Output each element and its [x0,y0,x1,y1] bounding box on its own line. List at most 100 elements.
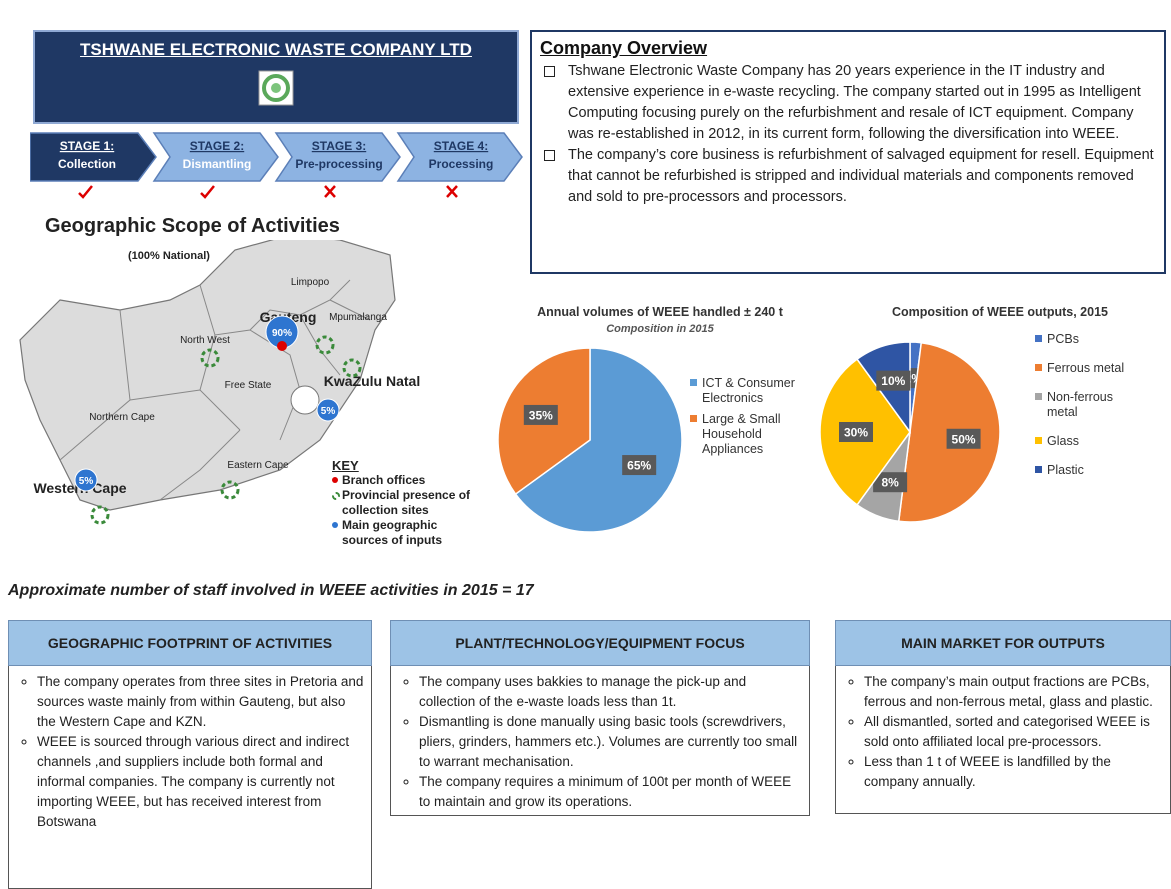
cross-mark [446,185,458,198]
slice-label-box [873,472,908,493]
region-label: North West [180,335,230,346]
country-outline [19,240,396,511]
stage-name: Dismantling [183,157,252,171]
stage-arrow [396,132,523,182]
stage-arrow [274,132,401,182]
panel-body: The company uses bakkies to manage the p… [390,666,810,816]
panel-bullet: The company operates from three sites in… [37,672,367,732]
stage-label: STAGE 4: [434,139,488,153]
panel-title: PLANT/TECHNOLOGY/EQUIPMENT FOCUS [390,620,810,666]
check-mark [78,185,93,199]
stage-name: Processing [429,157,494,171]
panel-bullet: The company’s main output fractions are … [864,672,1166,712]
overview-list: Tshwane Electronic Waste Company has 20 … [540,61,1156,208]
panel-title: MAIN MARKET FOR OUTPUTS [835,620,1171,666]
slice-label-box [523,404,558,425]
legend-item: Large & Small Household Appliances [690,412,810,457]
stage-name: Pre-processing [295,157,382,171]
stage-arrow [30,132,157,182]
legend-swatch [690,415,697,422]
source-marker-label: 5% [79,476,94,487]
province-borders [59,279,371,501]
panel-bullet: All dismantled, sorted and categorised W… [864,712,1166,752]
branch-office [277,341,287,351]
map-subtitle: (100% National) [128,250,210,262]
panel-list: The company uses bakkies to manage the p… [391,672,805,812]
legend-text: Non-ferrous metal [1047,390,1113,419]
pie-subtitle: Composition in 2015 [606,323,714,335]
collection-site [200,348,220,368]
overview-title: Company Overview [540,38,708,58]
key-item: Provincial presence of collection sites [332,488,482,518]
panel-bullet: Less than 1 t of WEEE is landfilled by t… [864,752,1166,792]
key-item: Main geographic sources of inputs [332,518,482,548]
legend-item: Glass [1035,434,1135,449]
pie-title: Annual volumes of WEEE handled ± 240 t [537,305,783,319]
map-key: KEY Branch offices Provincial presence of … [332,458,482,548]
slice-label-box [839,422,873,442]
staff-line: Approximate number of staff involved in … [8,582,534,599]
check-mark [200,185,215,199]
region-label: Free State [225,380,272,391]
panel-title: GEOGRAPHIC FOOTPRINT OF ACTIVITIES [8,620,372,666]
region-label: KwaZulu Natal [324,373,420,389]
legend-item: Plastic [1035,463,1135,478]
lesotho [290,385,320,415]
region-label: Eastern Cape [227,460,289,471]
pie-legend: PCBs Ferrous metal Non-ferrous metal Glass P… [1035,332,1135,492]
source-marker [74,468,98,492]
region-label: Northern Cape [89,412,155,423]
legend-text: Glass [1047,434,1079,448]
legend-swatch [1035,335,1042,342]
cross-mark [324,185,336,198]
panel-body: The company operates from three sites in… [8,666,372,889]
stage-label: STAGE 1: [60,139,114,153]
panel-bullet: The company requires a minimum of 100t p… [419,772,805,812]
stage-arrow [152,132,279,182]
panel-bullet: Dismantling is done manually using basic… [419,712,805,772]
panel-bullet: WEEE is sourced through various direct a… [37,732,367,832]
legend-item: Ferrous metal [1035,361,1135,376]
region-label: Limpopo [291,277,330,288]
legend-item: Non-ferrous metal [1035,390,1135,420]
legend-text: ICT & Consumer Electronics [702,376,795,405]
source-marker-label: 90% [272,328,292,339]
region-label: Mpumalanga [329,312,387,323]
overview-bullet: The company’s core business is refurbish… [544,145,1156,208]
logo [258,70,294,106]
source-marker [316,398,340,422]
slice-label-box [946,428,981,449]
collection-site [90,505,110,525]
overview: Company Overview Tshwane Electronic Wast… [530,30,1166,274]
legend-text: Ferrous metal [1047,361,1125,375]
collection-site [342,358,362,378]
slice-label-box [622,455,657,476]
overview-bullet: Tshwane Electronic Waste Company has 20 … [544,61,1156,145]
key-title: KEY [332,458,359,473]
pie-title: Composition of WEEE outputs, 2015 [892,305,1108,319]
stage-label: STAGE 2: [190,139,244,153]
collection-site [315,335,335,355]
key-icon [332,492,340,500]
panel-list: The company operates from three sites in… [9,672,367,832]
slice-label-box [876,370,911,391]
key-text: Provincial presence of collection sites [342,488,471,517]
key-item: Branch offices [332,473,482,488]
source-marker-label: 5% [321,406,336,417]
pie-legend: ICT & Consumer Electronics Large & Small … [690,376,810,463]
legend-swatch [690,379,697,386]
slice-label: 10% [881,374,905,388]
panel-body: The company’s main output fractions are … [835,666,1171,814]
legend-item: PCBs [1035,332,1135,347]
slice-label: 35% [529,408,553,422]
pie-chart: 65% 35% [497,347,683,533]
panel-bullet: The company uses bakkies to manage the p… [419,672,805,712]
legend-swatch [1035,393,1042,400]
legend-swatch [1035,466,1042,473]
slice-label: 65% [627,459,651,473]
pie-slice [514,347,683,533]
legend-swatch [1035,437,1042,444]
stage-name: Collection [58,157,116,171]
legend-swatch [1035,364,1042,371]
